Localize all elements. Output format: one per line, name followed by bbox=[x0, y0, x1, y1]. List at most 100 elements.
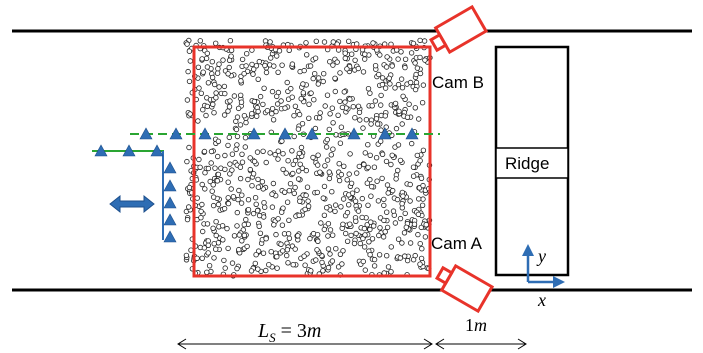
particle bbox=[337, 98, 343, 105]
particle bbox=[314, 189, 320, 196]
particle bbox=[335, 264, 342, 270]
particle bbox=[263, 69, 270, 76]
particle bbox=[233, 126, 240, 133]
particle bbox=[359, 214, 365, 221]
particle bbox=[200, 69, 206, 75]
particle bbox=[410, 164, 417, 170]
particle bbox=[324, 204, 330, 211]
particle bbox=[220, 237, 226, 243]
particle bbox=[337, 251, 344, 257]
particle bbox=[269, 110, 275, 117]
particle bbox=[194, 195, 200, 201]
particle bbox=[369, 103, 375, 109]
particle bbox=[396, 108, 402, 114]
particle bbox=[211, 255, 217, 261]
particle bbox=[378, 92, 384, 99]
particle bbox=[245, 176, 251, 183]
particle bbox=[337, 70, 343, 76]
particle bbox=[399, 240, 405, 246]
particle bbox=[278, 98, 284, 104]
particle bbox=[404, 257, 411, 264]
particle bbox=[352, 114, 358, 121]
particle bbox=[321, 183, 328, 190]
particle bbox=[247, 166, 253, 173]
particle bbox=[354, 187, 360, 193]
particle bbox=[368, 193, 374, 199]
particle bbox=[290, 170, 296, 177]
particle bbox=[202, 186, 208, 192]
gauge-marker bbox=[122, 144, 136, 157]
particle bbox=[280, 150, 286, 157]
particle bbox=[286, 47, 292, 53]
camera-a-icon bbox=[434, 263, 495, 314]
particle bbox=[412, 252, 418, 259]
particle bbox=[324, 157, 331, 163]
particle bbox=[250, 210, 257, 217]
particle bbox=[344, 209, 351, 216]
particle bbox=[321, 70, 327, 77]
particle bbox=[201, 148, 208, 155]
particle bbox=[346, 171, 352, 177]
particle bbox=[338, 124, 345, 130]
particle bbox=[335, 112, 341, 118]
particle bbox=[210, 182, 216, 188]
particle bbox=[303, 192, 309, 199]
particle bbox=[241, 112, 248, 119]
particle bbox=[379, 81, 386, 88]
particle bbox=[381, 196, 387, 203]
particle bbox=[402, 64, 408, 71]
particle bbox=[346, 202, 352, 208]
particle bbox=[263, 267, 269, 274]
particle bbox=[237, 164, 244, 170]
particle bbox=[204, 269, 210, 275]
particle bbox=[196, 156, 202, 163]
gauge-marker bbox=[198, 127, 212, 140]
particle bbox=[341, 89, 347, 95]
particle bbox=[371, 223, 377, 229]
particle bbox=[214, 178, 221, 184]
particle bbox=[236, 246, 242, 253]
particle bbox=[230, 193, 237, 200]
particle bbox=[286, 187, 292, 194]
particle bbox=[229, 167, 235, 173]
particle bbox=[235, 105, 242, 112]
particle bbox=[311, 96, 317, 103]
particle bbox=[225, 71, 231, 77]
particle bbox=[420, 147, 427, 153]
particle bbox=[407, 198, 413, 204]
particle bbox=[334, 59, 340, 65]
particle bbox=[414, 65, 421, 71]
particle bbox=[187, 58, 193, 64]
particle bbox=[287, 180, 294, 187]
particle bbox=[270, 117, 277, 123]
particle bbox=[262, 62, 268, 69]
particle bbox=[286, 217, 292, 223]
particle bbox=[184, 97, 191, 103]
particle bbox=[354, 170, 360, 176]
particle bbox=[384, 224, 391, 231]
particle bbox=[221, 257, 227, 264]
particle bbox=[327, 227, 334, 233]
particle bbox=[185, 204, 192, 210]
particle bbox=[296, 111, 303, 118]
particle bbox=[365, 141, 371, 148]
particle bbox=[256, 223, 262, 229]
particle bbox=[360, 258, 366, 265]
particle bbox=[279, 222, 286, 228]
particle bbox=[213, 232, 219, 239]
particle bbox=[224, 225, 230, 232]
particle bbox=[322, 163, 328, 169]
particle bbox=[195, 118, 201, 124]
particle bbox=[411, 221, 418, 227]
particle bbox=[382, 113, 388, 119]
dimension-test-area-label: LS = 3m bbox=[257, 320, 321, 345]
gauge-marker bbox=[163, 196, 177, 209]
particle bbox=[342, 99, 348, 105]
particle bbox=[205, 238, 211, 244]
particle bbox=[226, 57, 233, 63]
particle bbox=[372, 98, 379, 104]
particle bbox=[372, 62, 379, 69]
particle bbox=[199, 181, 205, 188]
particle bbox=[249, 110, 255, 117]
particle bbox=[282, 105, 288, 111]
